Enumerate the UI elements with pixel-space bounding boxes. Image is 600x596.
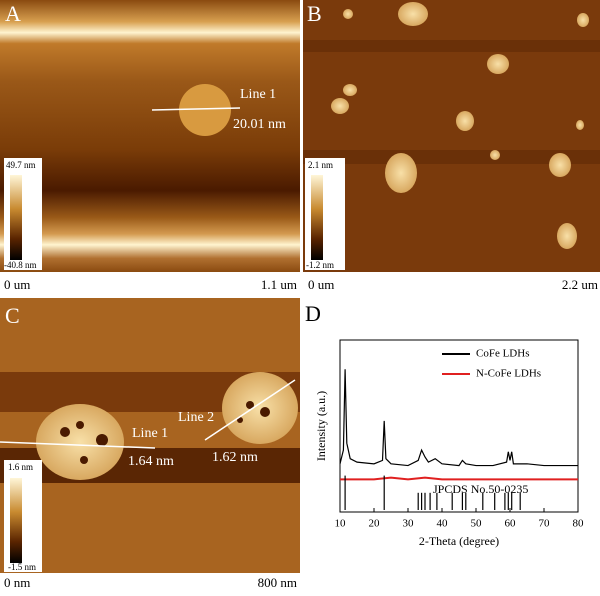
scan-band: [303, 150, 600, 164]
colorbar-max: 2.1 nm: [308, 160, 333, 170]
scan-band: [303, 40, 600, 52]
scale-end: 1.1 um: [261, 277, 297, 292]
x-tick-label: 80: [573, 518, 585, 530]
measurement: 20.01 nm: [233, 117, 286, 132]
series-line: [340, 476, 578, 481]
colorbar-box: [4, 460, 42, 572]
line-label: Line 1: [132, 426, 168, 441]
measurement: 1.62 nm: [212, 450, 258, 465]
colorbar-max: 49.7 nm: [6, 160, 36, 170]
panel-label: D: [305, 301, 321, 326]
colorbar: [10, 175, 22, 260]
flake: [222, 372, 298, 444]
scale-end: 2.2 um: [562, 277, 598, 292]
colorbar: [10, 478, 22, 563]
scale-start: 0 um: [4, 277, 30, 292]
reference-label: JPCDS No.50-0235: [433, 482, 528, 496]
colorbar-max: 1.6 nm: [8, 462, 33, 472]
colorbar-box: [4, 158, 42, 270]
panel-label: B: [307, 1, 322, 26]
line-profile: [151, 107, 241, 111]
line-label: Line 2: [178, 410, 214, 425]
legend-label: N-CoFe LDHs: [476, 368, 541, 380]
series-line: [339, 369, 578, 467]
line-profile: [0, 441, 156, 449]
colorbar: [311, 175, 323, 260]
holes: [60, 401, 270, 464]
measurement: 1.64 nm: [128, 454, 174, 469]
panel-label: C: [5, 303, 20, 328]
xrd-chart: 10 20 30 40 50 60 70 80 2-Theta (degree) Intensit…: [314, 339, 585, 548]
flake: [36, 404, 124, 480]
x-tick-label: 40: [437, 518, 449, 530]
line-profile: [204, 379, 296, 441]
colorbar-min: -1.5 nm: [8, 562, 36, 572]
scale-end: 800 nm: [258, 575, 297, 590]
y-axis-label: Intensity (a.u.): [314, 391, 328, 461]
flakes: [331, 2, 589, 249]
colorbar-min: -1.2 nm: [306, 260, 334, 270]
panel-label: A: [5, 1, 21, 26]
colorbar-min: -40.8 nm: [4, 260, 37, 270]
line-label: Line 1: [240, 87, 276, 102]
scale-start: 0 um: [308, 277, 334, 292]
x-tick-label: 20: [369, 518, 381, 530]
scale-start: 0 nm: [4, 575, 30, 590]
x-tick-label: 70: [539, 518, 551, 530]
x-tick-label: 30: [403, 518, 415, 530]
flake: [179, 84, 231, 136]
legend-label: CoFe LDHs: [476, 348, 529, 360]
plot-frame: [339, 339, 579, 513]
x-tick-label: 50: [471, 518, 483, 530]
x-tick-label: 60: [505, 518, 517, 530]
afm-image: [0, 0, 300, 272]
x-axis-label: 2-Theta (degree): [419, 534, 499, 548]
x-tick-label: 10: [335, 518, 347, 530]
